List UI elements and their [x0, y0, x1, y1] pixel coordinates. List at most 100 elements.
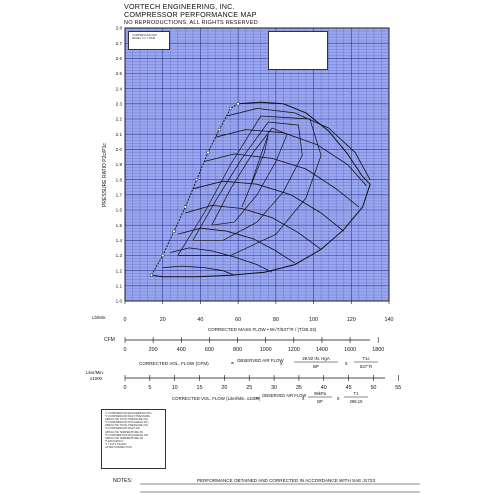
efficiency-island — [241, 134, 269, 208]
surge-point-marker — [229, 106, 232, 110]
lpm-scale-ticks: 0 5 10 15 20 25 30 35 40 45 50 55 — [124, 375, 401, 391]
legend-line: ABSOLUTE TOTAL PRESSURE (IN.) — [105, 418, 149, 422]
y-axis-label: PRESSURE RATIO P2c/P1c — [102, 143, 108, 207]
cfm-tick-label: 200 — [149, 347, 158, 353]
surge-point-marker — [195, 178, 199, 182]
y-tick-label: 2.1 — [116, 132, 123, 137]
lpm-formula-lhs: CORRECTED VOL. FLOW (Liter/Min. x1000) — [172, 396, 261, 401]
y-tick-label: 1.5 — [116, 223, 123, 228]
speed-line — [177, 227, 295, 264]
x-tick-label: 80 — [273, 317, 279, 323]
lpm-formula-times-2: x — [337, 396, 340, 402]
surge-point-marker — [236, 102, 240, 106]
surge-point-marker — [161, 254, 165, 257]
cfm-tick-label: 1800 — [372, 347, 384, 353]
y-tick-label: 2.2 — [116, 117, 123, 122]
surge-point-marker — [172, 229, 176, 233]
speed-line — [215, 129, 367, 186]
legend-line: *6 EFFICIENCY — [105, 439, 124, 443]
lpm-t-denominator: 298.15 — [350, 399, 363, 404]
cfm-tick-label: 1600 — [344, 347, 356, 353]
company-name: VORTECH ENGINEERING, INC. — [124, 2, 235, 11]
lpm-tick-label: 5 — [148, 385, 151, 391]
y-tick-label: 1.0 — [116, 299, 123, 304]
cfm-bp-denominator: BP — [313, 364, 319, 369]
cfm-tick-label: 0 — [124, 347, 127, 353]
cfm-tick-label: 800 — [233, 347, 242, 353]
cfm-t-denominator: 537°R — [360, 364, 372, 369]
speed-line — [204, 153, 360, 208]
speed-line — [185, 204, 322, 250]
y-tick-label: 1.7 — [116, 192, 123, 197]
lpm-tick-label: 15 — [197, 385, 203, 391]
lpm-tick-label: 30 — [271, 385, 277, 391]
lpm-tick-label: 35 — [296, 385, 302, 391]
speed-line — [192, 180, 344, 232]
map-title: COMPRESSOR PERFORMANCE MAP — [124, 10, 257, 19]
report-header: VORTECH ENGINEERING, INC. COMPRESSOR PER… — [124, 3, 258, 27]
surge-point-marker — [206, 150, 210, 154]
y-tick-label: 1.9 — [116, 162, 123, 167]
cfm-tick-label: 1200 — [288, 347, 300, 353]
lpm-tick-label: 45 — [346, 385, 352, 391]
speed-line — [170, 247, 273, 273]
y-tick-label: 1.1 — [116, 283, 123, 288]
x-tick-label: 40 — [197, 317, 203, 323]
lpm-tick-label: 0 — [124, 385, 127, 391]
y-tick-label: 1.6 — [116, 208, 123, 213]
x-tick-label: 140 — [385, 317, 394, 323]
top-right-blank-box — [268, 31, 328, 70]
cfm-scale-label: CFM — [104, 337, 115, 343]
lpm-formula-times-1: x — [302, 396, 305, 402]
efficiency-island — [192, 121, 303, 241]
cfm-scale-ticks: 0 200 400 600 800 1000 1200 1400 1600 1800 — [124, 337, 384, 353]
y-tick-label: 2.3 — [116, 101, 123, 106]
cfm-tick-label: 1000 — [260, 347, 272, 353]
notes-label: NOTES: — [113, 478, 132, 484]
surge-point-marker — [217, 128, 221, 132]
surge-point-marker — [149, 273, 153, 277]
x-tick-label: 100 — [309, 317, 318, 323]
y-tick-label: 1.2 — [116, 268, 123, 273]
legend-box: *1 COMPRESSOR ENGINEERING INTL *2 COMPRE… — [101, 409, 166, 469]
legend-line: *2 COMPRESSOR INLET PRESSURE — [105, 415, 150, 419]
efficiency-island — [177, 115, 322, 256]
y-tick-label: 1.8 — [116, 177, 123, 182]
x-tick-labels: 0 20 40 60 80 100 120 140 — [124, 301, 394, 323]
lpm-formula-observed: OBSERVED AIR FLOW — [262, 393, 306, 398]
y-tick-label: 1.4 — [116, 238, 123, 243]
x-tick-label: 120 — [347, 317, 356, 323]
legend-line: ABSOLUTE TEMPERATURE (R) — [105, 436, 144, 440]
legend-line: *4 COMPRESSOR INLET AIR — [105, 427, 140, 431]
lpm-formula-equals: = — [256, 396, 259, 402]
legend-line: *3 COMPRESSOR DISCHARGE (IN.) — [105, 421, 149, 425]
legend-line: *7 T1c/T1·P2c/P1c — [105, 442, 127, 446]
small-box-line: MODEL V-1 T-TRIM — [132, 37, 156, 41]
speed-line — [226, 107, 371, 180]
y-tick-label: 2.4 — [116, 86, 123, 91]
cfm-formula-lhs: CORRECTED VOL. FLOW (CFM) — [139, 361, 209, 366]
lpm-t-numerator: T1 — [354, 391, 360, 396]
map-curves — [149, 101, 371, 278]
cfm-formula-equals: = — [231, 361, 234, 367]
lpm-tick-label: 20 — [221, 385, 227, 391]
y-tick-label: 2.5 — [116, 71, 123, 76]
cfm-tick-label: 1400 — [316, 347, 328, 353]
x-axis-label: CORRECTED MASS FLOW • W√T/537°R / (T/29.… — [208, 327, 317, 332]
small-label-box: COMPRESSOR MAP MODEL V-1 T-TRIM — [128, 31, 170, 50]
cfm-bp-numerator: 29.92 IN. HgA — [302, 356, 330, 361]
cfm-tick-label: 600 — [205, 347, 214, 353]
x-tick-label: 20 — [160, 317, 166, 323]
legend-line: *5 COMPRESSOR DISCHARGE AIR — [105, 433, 148, 437]
cfm-t-numerator: T1c — [362, 356, 370, 361]
notes-text: PERFORMANCE OBTAINED AND CORRECTED IN AC… — [197, 478, 376, 483]
y-tick-label: 2.0 — [116, 147, 123, 152]
cfm-formula-times-1: x — [280, 361, 283, 367]
rights-notice: NO REPRODUCTIONS, ALL RIGHTS RESERVED — [124, 20, 258, 26]
y-tick-label: 1.3 — [116, 253, 123, 258]
lpm-tick-label: 25 — [246, 385, 252, 391]
y-tick-label: 2.8 — [116, 26, 123, 31]
lpm-bp-denominator: BP — [317, 399, 323, 404]
legend-line: ABSOLUTE TEMPERATURE (R) — [105, 430, 144, 434]
